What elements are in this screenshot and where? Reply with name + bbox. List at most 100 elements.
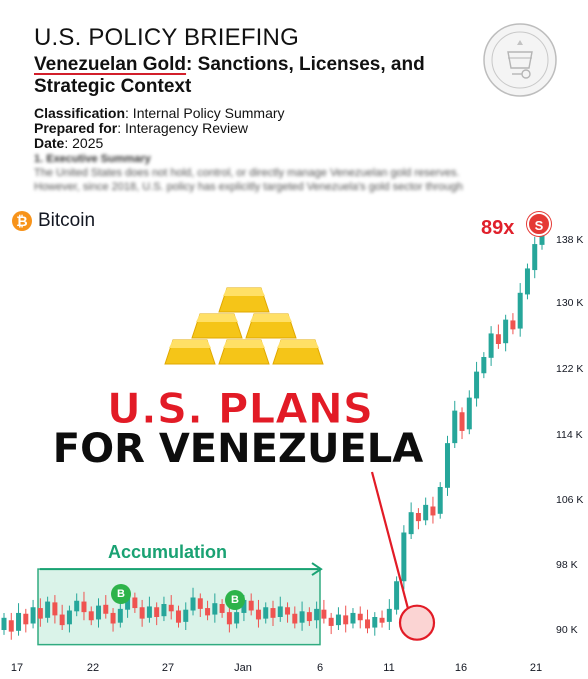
- candle-body: [343, 615, 349, 625]
- candle-body: [263, 607, 269, 619]
- buy-badge: B: [111, 584, 131, 604]
- candle-body: [45, 601, 51, 618]
- candle-body: [306, 612, 312, 622]
- candle-body: [154, 607, 160, 617]
- candle-body: [532, 244, 538, 271]
- gold-bar-shine: [169, 340, 211, 348]
- accumulation-label: Accumulation: [108, 542, 228, 562]
- candle-body: [219, 604, 225, 613]
- candle-body: [474, 371, 480, 399]
- y-tick: 90 K: [556, 624, 578, 636]
- candle-body: [379, 617, 385, 623]
- candle-body: [205, 608, 211, 616]
- candle-body: [415, 513, 421, 522]
- candle-body: [146, 606, 152, 618]
- candle-body: [197, 598, 203, 609]
- candle-body: [503, 319, 509, 344]
- y-tick: 114 K: [556, 429, 583, 441]
- candle-body: [81, 601, 87, 613]
- candle-body: [423, 504, 429, 521]
- candle-body: [372, 617, 378, 628]
- candle-body: [74, 600, 80, 612]
- candle-body: [386, 608, 392, 622]
- candle-body: [30, 607, 36, 624]
- candle-body: [66, 610, 72, 625]
- candle-body: [168, 604, 174, 612]
- candle-body: [430, 506, 436, 516]
- candle-body: [321, 609, 327, 619]
- x-tick: 21: [529, 662, 543, 674]
- policy-document: U.S. POLICY BRIEFING Venezuelan Gold: Sa…: [0, 0, 588, 196]
- meta-classification: Classification: Internal Policy Summary: [34, 105, 285, 121]
- candle-body: [234, 612, 240, 624]
- candle-body: [299, 611, 305, 623]
- candle-body: [226, 612, 232, 625]
- candle-body: [335, 614, 341, 626]
- accumulation-arrowhead: [311, 562, 323, 576]
- symbol-label: Bitcoin: [38, 210, 96, 231]
- blurred-summary: 1. Executive Summary The United States d…: [34, 153, 463, 193]
- gain-multiplier: 89x: [481, 217, 515, 239]
- pointer-line: [370, 471, 410, 609]
- x-tick: 17: [10, 662, 24, 674]
- subtitle-rest: : Sanctions, Licenses, and Strategic Con…: [34, 54, 425, 97]
- gold-bar-shine: [223, 340, 265, 348]
- y-tick: 138 K: [556, 234, 584, 246]
- candle-body: [314, 608, 320, 621]
- candle-body: [183, 609, 189, 622]
- candle-body: [328, 617, 334, 626]
- bitcoin-chart: ₿ Bitcoin 89x S 138 K 130 K 122 K 114 K …: [0, 196, 588, 679]
- x-tick: Jan: [234, 662, 252, 674]
- candle-body: [117, 608, 123, 623]
- candle-body: [350, 612, 356, 624]
- candle-body: [52, 602, 58, 616]
- candle-body: [444, 443, 450, 488]
- candle-body: [8, 620, 14, 632]
- gold-bars-icon: [164, 287, 324, 365]
- candle-body: [285, 607, 291, 615]
- candle-body: [255, 609, 261, 620]
- document-title: U.S. POLICY BRIEFING: [34, 24, 299, 51]
- x-tick: 22: [86, 662, 100, 674]
- candle-body: [132, 597, 138, 609]
- candle-body: [481, 357, 487, 374]
- subtitle-highlight: Venezuelan Gold: [34, 54, 187, 75]
- candle-body: [495, 334, 501, 344]
- candle-body: [190, 597, 196, 611]
- treasury-seal-icon: [483, 23, 557, 97]
- candle-body: [248, 600, 254, 611]
- gold-bar-shine: [196, 314, 238, 322]
- y-tick: 106 K: [556, 494, 584, 506]
- candle-body: [394, 581, 400, 610]
- x-tick: 16: [454, 662, 468, 674]
- y-tick: 98 K: [556, 559, 578, 571]
- candle-body: [125, 596, 131, 610]
- gold-bar-shine: [250, 314, 292, 322]
- candle-body: [110, 612, 116, 624]
- candle-body: [488, 333, 494, 358]
- headline-for-venezuela: FOR VENEZUELA: [52, 426, 424, 472]
- buy-badge: B: [225, 590, 245, 610]
- gold-bar-shine: [223, 288, 265, 296]
- candle-body: [357, 613, 363, 621]
- candle-body: [466, 397, 472, 430]
- candle-body: [277, 606, 283, 617]
- candle-body: [517, 292, 523, 329]
- candlestick-series: [1, 218, 545, 640]
- gold-bar-shine: [277, 340, 319, 348]
- candle-body: [510, 320, 516, 330]
- document-subtitle: Venezuelan Gold: Sanctions, Licenses, an…: [34, 54, 494, 98]
- candle-body: [139, 607, 145, 619]
- meta-prepared-for: Prepared for: Interagency Review: [34, 120, 248, 136]
- candle-body: [241, 599, 247, 613]
- candle-body: [539, 227, 545, 245]
- candle-body: [524, 268, 530, 295]
- candle-body: [459, 412, 465, 431]
- candle-body: [1, 617, 7, 630]
- candle-body: [175, 610, 181, 623]
- candle-body: [16, 612, 22, 631]
- bitcoin-icon: ₿: [12, 211, 32, 231]
- candle-body: [365, 619, 371, 629]
- sell-badge: S: [527, 212, 551, 236]
- y-tick: 130 K: [556, 297, 584, 309]
